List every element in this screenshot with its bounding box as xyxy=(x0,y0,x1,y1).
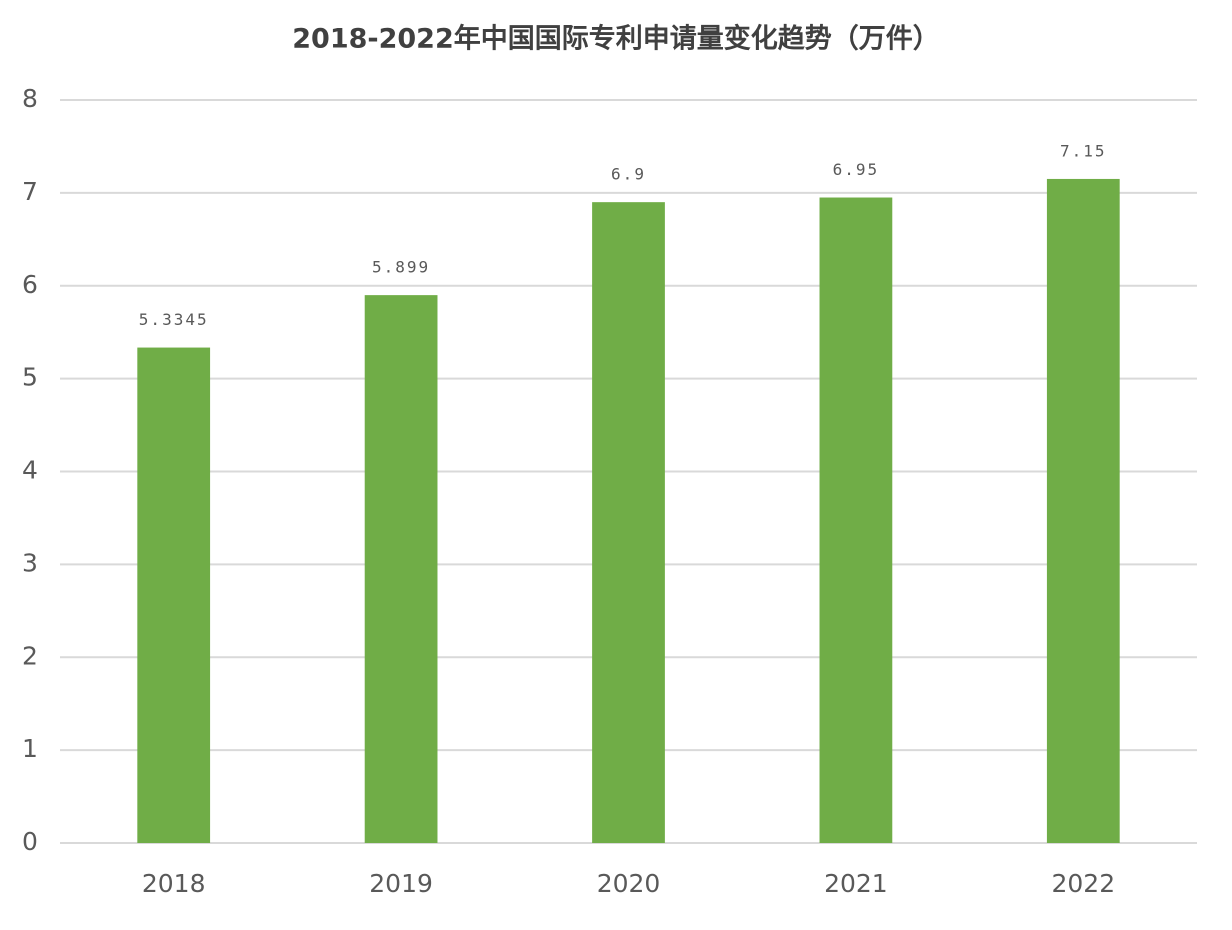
y-tick-label: 1 xyxy=(22,734,38,763)
bar xyxy=(137,347,211,843)
y-tick-label: 4 xyxy=(22,456,38,485)
y-tick-label: 5 xyxy=(22,363,38,392)
y-tick-label: 6 xyxy=(22,270,38,299)
x-tick-label: 2018 xyxy=(142,869,206,898)
chart-title: 2018-2022年中国国际专利申请量变化趋势（万件） xyxy=(292,23,940,55)
y-tick-label: 7 xyxy=(22,177,38,206)
data-label: 5.3345 xyxy=(139,310,209,329)
bar xyxy=(364,295,438,843)
data-label: 6.95 xyxy=(833,160,880,179)
y-tick-label: 0 xyxy=(22,827,38,856)
bar xyxy=(592,202,665,844)
y-tick-label: 8 xyxy=(22,84,38,113)
bar xyxy=(819,197,893,844)
x-tick-label: 2021 xyxy=(824,869,888,898)
data-label: 7.15 xyxy=(1060,141,1107,160)
y-tick-label: 3 xyxy=(22,548,38,577)
x-tick-label: 2020 xyxy=(597,869,661,898)
x-tick-label: 2019 xyxy=(369,869,433,898)
bar xyxy=(1046,178,1120,844)
x-tick-label: 2022 xyxy=(1051,869,1115,898)
y-tick-label: 2 xyxy=(22,641,38,670)
data-label: 5.899 xyxy=(372,258,430,277)
data-label: 6.9 xyxy=(611,165,646,184)
